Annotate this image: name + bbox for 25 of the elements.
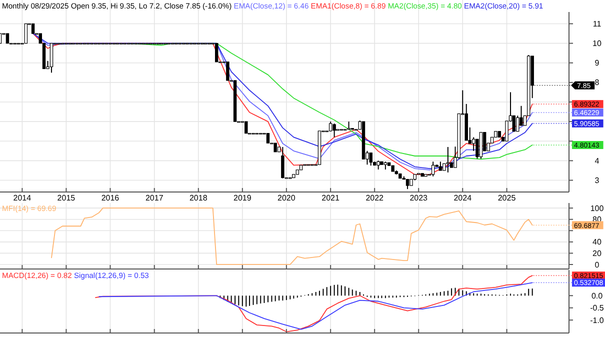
y-tick-label: 0.0 <box>591 291 604 300</box>
x-tick-label: 2017 <box>145 194 164 202</box>
y-tick-label: 9 <box>594 58 600 68</box>
x-tick-label: 2016 <box>101 194 120 202</box>
y-tick-label: -0.5 <box>590 304 604 313</box>
x-tick-label: 2025 <box>498 194 516 202</box>
y-tick-label: 4 <box>594 156 600 166</box>
x-tick-label: 2019 <box>234 194 252 202</box>
x-tick-label: 2014 <box>13 194 32 202</box>
x-tick-label: 2023 <box>410 194 428 202</box>
y-tick-label: 0 <box>594 260 600 270</box>
x-tick-label: 2022 <box>366 194 384 202</box>
y-tick-label: 100 <box>590 204 604 213</box>
x-tick-label: 2024 <box>454 194 472 202</box>
x-tick-label: 2020 <box>278 194 296 202</box>
y-tick-label: 10 <box>592 39 602 48</box>
y-tick-label: 11 <box>592 20 602 29</box>
x-tick-label: 2018 <box>189 194 208 202</box>
y-tick-label: 20 <box>592 249 602 258</box>
y-tick-label: 40 <box>592 238 602 247</box>
x-tick-label: 2015 <box>57 194 76 202</box>
y-tick-label: 8 <box>594 78 600 88</box>
x-tick-label: 2021 <box>322 194 340 202</box>
y-tick-label: -1.0 <box>590 316 604 325</box>
y-tick-label: 3 <box>594 176 600 186</box>
